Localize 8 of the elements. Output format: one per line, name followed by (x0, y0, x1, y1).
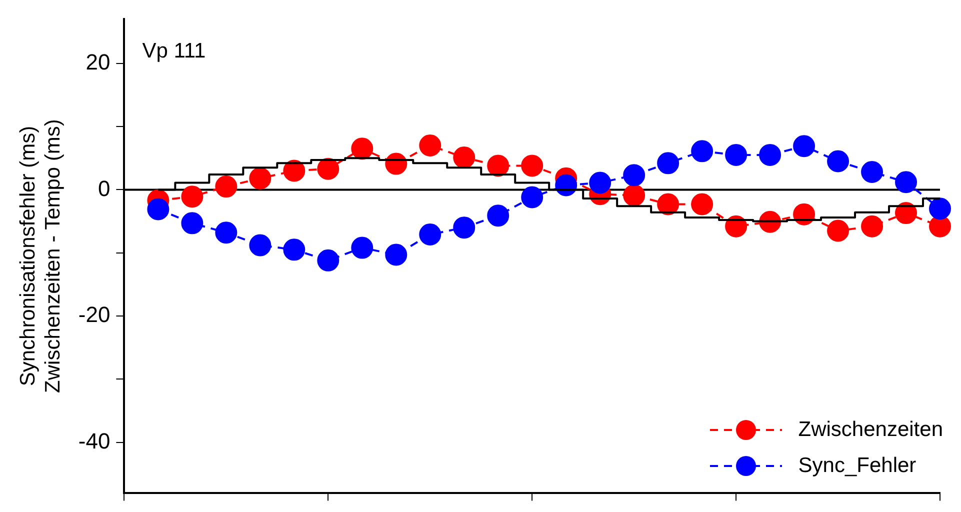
legend-label: Sync_Fehler (798, 454, 916, 478)
legend-label: Zwischenzeiten (798, 418, 943, 442)
y-tick-label: -40 (78, 428, 110, 454)
y-axis-title: Synchronisationsfehler (ms) Zwischenzeiten - Tempo (ms) (16, 119, 65, 393)
y-tick-label: 0 (98, 176, 110, 201)
y-tick-label: 20 (86, 49, 110, 74)
y-tick-label: -20 (78, 302, 110, 328)
annotation: Vp 111 (142, 39, 206, 62)
